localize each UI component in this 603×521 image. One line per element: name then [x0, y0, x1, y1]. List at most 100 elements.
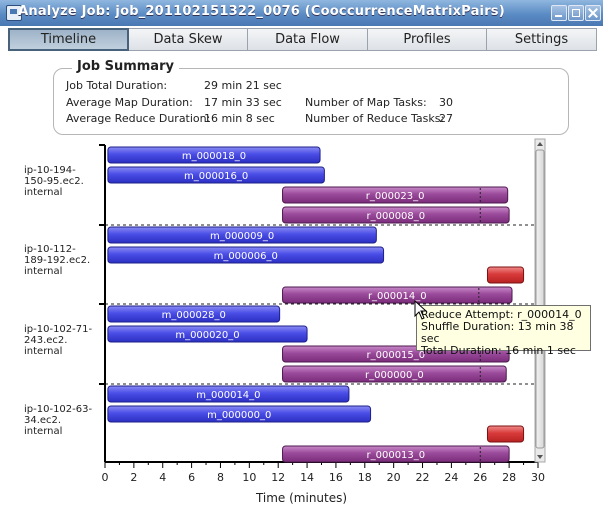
- task-bar-rect[interactable]: [486, 266, 525, 284]
- reduce-task-bar[interactable]: r_000000_0: [282, 365, 507, 383]
- host-label-line: internal: [24, 346, 63, 357]
- reduce-task-bar[interactable]: r_000013_0: [282, 445, 510, 463]
- window-title: Analyze Job: job_201102151322_0076 (Cooc…: [18, 4, 505, 19]
- host-label-line: 243.ec2.: [24, 335, 68, 346]
- failed-task-bar[interactable]: [486, 266, 525, 284]
- reduce-task-bar[interactable]: r_000023_0: [282, 186, 509, 204]
- host-label-line: ip-10-194-: [24, 165, 76, 176]
- task-bar-rect[interactable]: [107, 405, 372, 423]
- avg-map-duration-value: 17 min 33 sec: [204, 96, 282, 109]
- map-task-bar[interactable]: m_000009_0: [107, 226, 377, 244]
- x-tick-label: 0: [102, 471, 109, 484]
- vertical-scrollbar[interactable]: [534, 138, 546, 463]
- x-tick-label: 24: [444, 471, 458, 484]
- avg-reduce-duration-value: 16 min 8 sec: [204, 112, 275, 125]
- minimize-icon[interactable]: [551, 5, 567, 21]
- num-reduce-tasks-value: 27: [439, 112, 453, 125]
- host-label-1: ip-10-112- 189-192.ec2. internal: [24, 244, 94, 277]
- map-task-bar[interactable]: m_000028_0: [107, 305, 281, 323]
- task-bar-rect[interactable]: [107, 385, 350, 403]
- host-label-line: internal: [24, 426, 63, 437]
- host-label-3: ip-10-102-63- 34.ec2. internal: [24, 404, 94, 437]
- job-summary-panel: Job Summary Job Total Duration: 29 min 2…: [53, 59, 569, 135]
- close-icon[interactable]: [585, 5, 601, 21]
- task-bar-rect[interactable]: [486, 425, 525, 443]
- task-bar-rect[interactable]: [282, 445, 510, 463]
- map-task-bar[interactable]: m_000018_0: [107, 146, 321, 164]
- map-task-bar[interactable]: m_000020_0: [107, 325, 308, 343]
- scrollbar-thumb[interactable]: [535, 149, 545, 449]
- task-label: m_000020_0: [175, 330, 239, 341]
- window-title-bar: Analyze Job: job_201102151322_0076 (Cooc…: [0, 0, 603, 26]
- task-label: m_000028_0: [162, 310, 226, 321]
- task-bar-rect[interactable]: [107, 305, 281, 323]
- map-task-bar[interactable]: m_000006_0: [107, 246, 385, 264]
- failed-task-bar[interactable]: [486, 425, 525, 443]
- x-tick-label: 12: [271, 471, 285, 484]
- tab-profiles[interactable]: Profiles: [368, 28, 487, 51]
- task-bar-rect[interactable]: [282, 286, 513, 304]
- host-label-line: ip-10-102-63-: [24, 404, 93, 415]
- host-label-line: internal: [24, 187, 63, 198]
- avg-map-duration-label: Average Map Duration:: [66, 96, 193, 109]
- x-tick-label: 6: [188, 471, 195, 484]
- task-bar-rect[interactable]: [107, 166, 325, 184]
- task-bar-rect[interactable]: [282, 206, 510, 224]
- app-icon[interactable]: [6, 5, 22, 21]
- x-tick-label: 2: [130, 471, 137, 484]
- host-label-line: 34.ec2.: [24, 415, 62, 426]
- task-label: m_000009_0: [210, 231, 274, 242]
- tab-bar: Timeline Data Skew Data Flow Profiles Se…: [8, 28, 603, 53]
- tooltip-total-duration: Total Duration: 16 min 1 sec: [421, 344, 576, 357]
- num-map-tasks-label: Number of Map Tasks:: [305, 96, 427, 109]
- map-task-bar[interactable]: m_000000_0: [107, 405, 372, 423]
- x-tick-label: 26: [473, 471, 487, 484]
- x-tick-label: 28: [502, 471, 516, 484]
- tab-data-flow[interactable]: Data Flow: [248, 28, 368, 51]
- reduce-task-bar[interactable]: r_000008_0: [282, 206, 510, 224]
- x-tick-label: 22: [416, 471, 430, 484]
- task-bar-rect[interactable]: [282, 186, 509, 204]
- map-task-bar[interactable]: m_000014_0: [107, 385, 350, 403]
- x-tick-label: 16: [329, 471, 343, 484]
- x-tick-label: 10: [242, 471, 256, 484]
- x-axis-title: Time (minutes): [255, 491, 348, 505]
- task-bar-rect[interactable]: [107, 325, 308, 343]
- host-label-0: ip-10-194- 150-95.ec2. internal: [24, 165, 94, 198]
- task-bar-rect[interactable]: [282, 365, 507, 383]
- num-reduce-tasks-label: Number of Reduce Tasks:: [305, 112, 445, 125]
- task-label: r_000023_0: [366, 191, 425, 202]
- map-task-bar[interactable]: m_000016_0: [107, 166, 325, 184]
- reduce-attempt-tooltip: Reduce Attempt: r_000014_0 Shuffle Durat…: [416, 305, 591, 357]
- task-label: m_000014_0: [196, 390, 260, 401]
- task-label: r_000008_0: [367, 211, 426, 222]
- num-map-tasks-value: 30: [439, 96, 453, 109]
- task-label: m_000006_0: [214, 251, 278, 262]
- maximize-icon[interactable]: [568, 5, 584, 21]
- reduce-task-bar[interactable]: r_000014_0: [282, 286, 513, 304]
- tab-timeline[interactable]: Timeline: [8, 28, 129, 51]
- task-label: r_000014_0: [368, 291, 427, 302]
- task-label: r_000013_0: [367, 450, 426, 461]
- scroll-up-icon[interactable]: [537, 142, 543, 146]
- task-label: r_000015_0: [367, 350, 426, 361]
- host-label-2: ip-10-102-71- 243.ec2. internal: [24, 324, 94, 357]
- task-label: m_000018_0: [182, 151, 246, 162]
- scroll-down-icon[interactable]: [537, 455, 543, 459]
- task-bar-rect[interactable]: [107, 146, 321, 164]
- host-label-line: 189-192.ec2.: [24, 255, 91, 266]
- job-total-duration-value: 29 min 21 sec: [204, 79, 282, 92]
- task-bar-rect[interactable]: [107, 226, 377, 244]
- x-tick-label: 4: [159, 471, 166, 484]
- x-tick-label: 18: [358, 471, 372, 484]
- task-bar-rect[interactable]: [107, 246, 385, 264]
- task-label: r_000000_0: [365, 370, 424, 381]
- tooltip-shuffle-duration: Shuffle Duration: 13 min 38 sec: [421, 320, 574, 345]
- tab-data-skew[interactable]: Data Skew: [129, 28, 248, 51]
- host-label-line: 150-95.ec2.: [24, 176, 84, 187]
- x-tick-label: 8: [217, 471, 224, 484]
- task-label: m_000000_0: [207, 410, 271, 421]
- job-summary-legend: Job Summary: [72, 59, 179, 74]
- tab-settings[interactable]: Settings: [487, 28, 597, 51]
